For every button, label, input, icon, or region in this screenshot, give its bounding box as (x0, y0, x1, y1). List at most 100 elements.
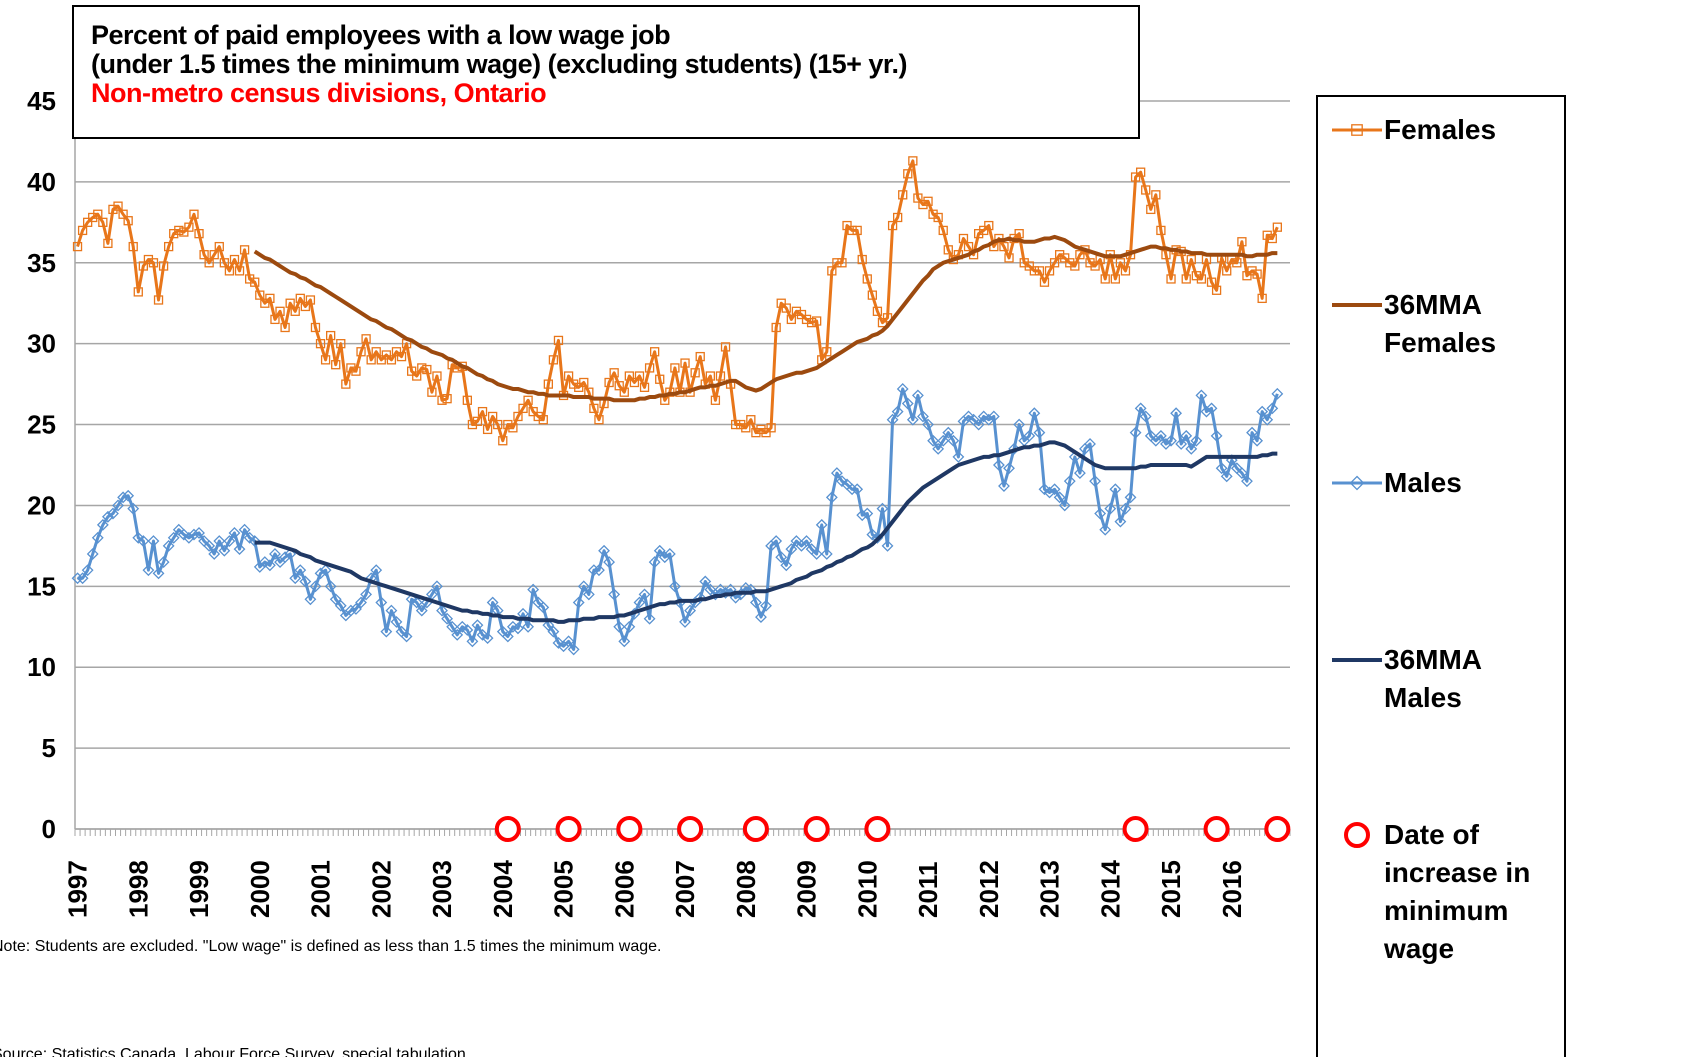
data-point (386, 355, 397, 365)
legend-label: 36MMA Females (1384, 289, 1497, 358)
data-point (199, 250, 209, 260)
data-point (742, 816, 769, 842)
data-point (493, 419, 503, 430)
data-point (481, 632, 494, 645)
data-point (1205, 402, 1218, 415)
data-point (93, 209, 103, 219)
data-point (260, 298, 270, 308)
legend-label: Males (1384, 467, 1462, 498)
data-point (284, 548, 297, 560)
data-point (1141, 185, 1151, 195)
data-point (1004, 253, 1014, 263)
data-point (391, 347, 402, 357)
data-point (1200, 405, 1213, 418)
data-point (1247, 266, 1257, 276)
data-point (822, 347, 832, 357)
data-point (1130, 172, 1141, 182)
data-point (1109, 483, 1122, 496)
data-point (1256, 405, 1269, 418)
data-point (825, 491, 838, 504)
data-point (1170, 407, 1183, 420)
data-point (522, 620, 535, 633)
data-point (334, 599, 347, 612)
data-point (179, 227, 189, 237)
data-point (1246, 426, 1258, 439)
data-point (547, 625, 560, 638)
data-point (127, 502, 140, 515)
data-point (341, 379, 351, 389)
data-point (1139, 410, 1152, 423)
data-point (1034, 266, 1045, 276)
data-point (243, 531, 256, 544)
x-tick-label: 1999 (184, 860, 214, 918)
data-point (98, 217, 108, 227)
data-point (579, 377, 589, 388)
data-point (346, 363, 356, 373)
legend-label: 36MMA Males (1384, 644, 1481, 713)
data-point (1195, 389, 1208, 402)
data-point (866, 528, 879, 541)
data-point (887, 220, 898, 231)
chart-subtitle: Non-metro census divisions, Ontario (91, 78, 547, 108)
data-point (360, 588, 373, 601)
data-point (512, 622, 524, 635)
data-point (604, 377, 614, 388)
data-point (167, 531, 180, 544)
data-point (1262, 230, 1272, 240)
data-point (598, 544, 610, 557)
data-point (488, 411, 498, 422)
data-point (911, 389, 924, 402)
data-point (633, 596, 646, 609)
data-point (326, 330, 336, 341)
legend-label: Date of increase in minimum wage (1384, 819, 1531, 964)
data-point (1055, 250, 1065, 260)
data-point (658, 551, 671, 564)
data-point (761, 427, 771, 438)
data-point (1119, 502, 1132, 515)
data-point (412, 371, 422, 381)
data-point (1065, 258, 1075, 268)
data-point (1252, 269, 1262, 279)
data-point (1185, 442, 1198, 455)
data-point (344, 604, 357, 617)
data-point (329, 593, 342, 606)
data-point (1013, 418, 1026, 431)
data-point (766, 423, 776, 433)
data-point (1039, 277, 1050, 287)
data-point (1154, 429, 1167, 442)
data-point (219, 258, 229, 268)
x-tick-label: 2003 (427, 860, 457, 918)
data-point (542, 619, 555, 632)
data-point (710, 395, 721, 405)
data-point (567, 643, 580, 656)
data-point (806, 317, 817, 328)
chart-title-line: (under 1.5 times the minimum wage) (excl… (91, 49, 907, 79)
data-point (705, 371, 715, 381)
data-point (593, 564, 605, 577)
data-point (182, 531, 195, 544)
x-tick-label: 2014 (1095, 860, 1125, 918)
data-point (663, 548, 676, 560)
data-point (128, 241, 138, 252)
data-point (837, 258, 847, 268)
data-point (290, 306, 300, 316)
data-point (1264, 816, 1291, 842)
data-point (1019, 258, 1029, 268)
data-point (648, 556, 661, 568)
data-point (1094, 507, 1107, 520)
data-point (952, 450, 965, 463)
y-tick-label: 10 (27, 652, 56, 682)
data-point (958, 233, 969, 244)
data-point (437, 395, 447, 405)
series-line (253, 234, 1278, 403)
data-point (729, 591, 742, 604)
data-point (295, 293, 305, 304)
data-point (1008, 442, 1021, 455)
data-point (928, 209, 938, 219)
data-point (791, 306, 802, 316)
data-point (381, 350, 391, 360)
data-point (442, 394, 452, 404)
x-tick-label: 2002 (366, 860, 396, 918)
data-point (1220, 470, 1233, 483)
data-point (857, 254, 867, 265)
